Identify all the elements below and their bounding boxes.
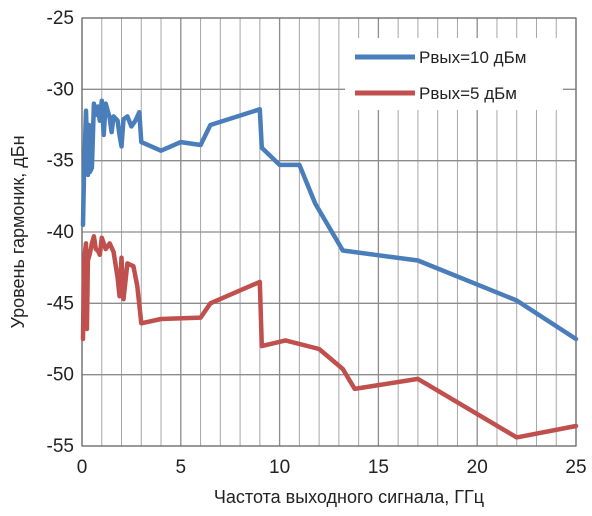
x-tick-label: 15 <box>368 457 389 478</box>
legend-label-series-1: Рвых=10 дБм <box>419 48 526 67</box>
y-tick-label: -55 <box>47 436 74 457</box>
x-tick-label: 20 <box>467 457 488 478</box>
x-tick-label: 25 <box>565 457 586 478</box>
legend: Рвых=10 дБм Рвых=5 дБм <box>345 38 563 110</box>
x-axis-title: Частота выходного сигнала, ГГц <box>214 487 484 507</box>
series-line-1 <box>80 98 579 342</box>
y-tick-label: -30 <box>47 79 74 100</box>
y-tick-label: -25 <box>47 8 74 29</box>
x-tick-label: 5 <box>176 457 187 478</box>
series-line-2 <box>80 234 579 440</box>
legend-label-series-2: Рвых=5 дБм <box>419 84 517 103</box>
x-tick-label: 0 <box>77 457 88 478</box>
x-axis-tick-labels: 0 5 10 15 20 25 <box>77 457 587 478</box>
x-tick-label: 10 <box>269 457 290 478</box>
y-tick-label: -45 <box>47 293 74 314</box>
plot-border <box>81 17 577 447</box>
y-tick-label: -35 <box>47 151 74 172</box>
series-lines <box>80 98 579 440</box>
y-axis-tick-labels: -25 -30 -35 -40 -45 -50 -55 <box>47 8 74 457</box>
y-tick-label: -50 <box>47 365 74 386</box>
y-axis-title: Уровень гармоник, дБн <box>8 135 28 328</box>
y-tick-label: -40 <box>47 222 74 243</box>
legend-box <box>345 38 563 110</box>
